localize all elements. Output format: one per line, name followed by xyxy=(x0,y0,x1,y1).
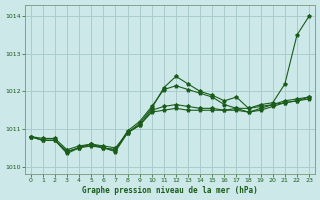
X-axis label: Graphe pression niveau de la mer (hPa): Graphe pression niveau de la mer (hPa) xyxy=(82,186,258,195)
